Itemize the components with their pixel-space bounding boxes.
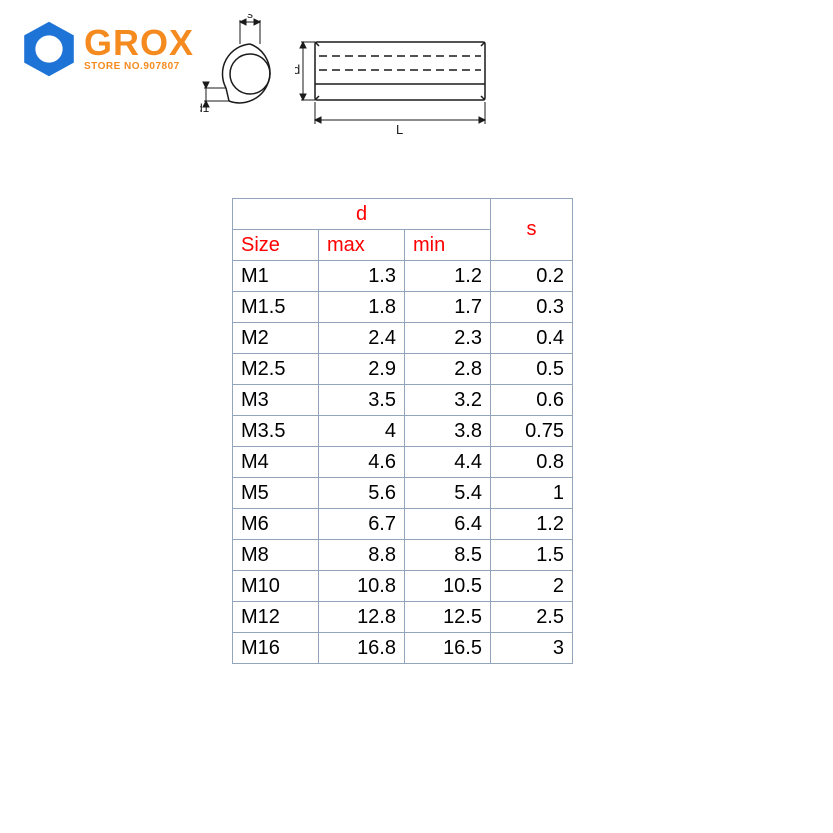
brand-subline: STORE NO.907807 [84,61,194,72]
cell-max: 1.8 [319,292,405,323]
cell-max: 3.5 [319,385,405,416]
table-row: M44.64.40.8 [233,447,573,478]
cell-min: 1.2 [405,261,491,292]
table-row: M33.53.20.6 [233,385,573,416]
header-max: max [319,230,405,261]
table-row: M1212.812.52.5 [233,602,573,633]
table-row: M1010.810.52 [233,571,573,602]
cell-min: 4.4 [405,447,491,478]
cell-max: 10.8 [319,571,405,602]
cell-s: 3 [491,633,573,664]
cell-s: 0.6 [491,385,573,416]
cell-s: 2 [491,571,573,602]
header-d: d [233,199,491,230]
cell-min: 2.8 [405,354,491,385]
table-body: M11.31.20.2M1.51.81.70.3M22.42.30.4M2.52… [233,261,573,664]
cell-min: 16.5 [405,633,491,664]
label-L: L [396,122,403,137]
cell-min: 5.4 [405,478,491,509]
cell-min: 6.4 [405,509,491,540]
cell-s: 2.5 [491,602,573,633]
cell-size: M3.5 [233,416,319,447]
brand-name: GROX [84,26,194,60]
header-size: Size [233,230,319,261]
cell-size: M10 [233,571,319,602]
table-row: M55.65.41 [233,478,573,509]
cell-max: 12.8 [319,602,405,633]
label-d: d [295,62,300,77]
cell-s: 0.8 [491,447,573,478]
cell-min: 2.3 [405,323,491,354]
table-header-row-1: d s [233,199,573,230]
table-row: M88.88.51.5 [233,540,573,571]
cell-s: 1.2 [491,509,573,540]
size-table: d s Size max min M11.31.20.2M1.51.81.70.… [232,198,573,664]
technical-diagram: s d1 [200,14,520,144]
cell-size: M1.5 [233,292,319,323]
cell-min: 8.5 [405,540,491,571]
brand-logo: GROX STORE NO.907807 [18,18,194,80]
cell-size: M6 [233,509,319,540]
cell-s: 0.5 [491,354,573,385]
header-min: min [405,230,491,261]
cell-max: 8.8 [319,540,405,571]
cell-s: 0.4 [491,323,573,354]
cell-s: 1 [491,478,573,509]
cell-max: 16.8 [319,633,405,664]
label-d1: d1 [200,101,210,115]
cell-size: M1 [233,261,319,292]
table-row: M1.51.81.70.3 [233,292,573,323]
cell-min: 10.5 [405,571,491,602]
cell-size: M16 [233,633,319,664]
cell-size: M5 [233,478,319,509]
cell-size: M8 [233,540,319,571]
hexagon-icon [18,18,80,80]
table-row: M3.543.80.75 [233,416,573,447]
cell-max: 2.9 [319,354,405,385]
cell-max: 1.3 [319,261,405,292]
cell-size: M2.5 [233,354,319,385]
table-row: M22.42.30.4 [233,323,573,354]
header-s: s [491,199,573,261]
cell-max: 4.6 [319,447,405,478]
cell-min: 12.5 [405,602,491,633]
cell-max: 2.4 [319,323,405,354]
cell-min: 1.7 [405,292,491,323]
table-row: M1616.816.53 [233,633,573,664]
cell-size: M3 [233,385,319,416]
cell-min: 3.2 [405,385,491,416]
label-s: s [247,14,253,21]
cell-s: 1.5 [491,540,573,571]
table-row: M11.31.20.2 [233,261,573,292]
side-view-icon: d L [295,24,515,144]
cell-max: 5.6 [319,478,405,509]
cell-max: 4 [319,416,405,447]
cross-section-icon: s d1 [200,14,300,144]
cell-min: 3.8 [405,416,491,447]
cell-s: 0.3 [491,292,573,323]
cell-s: 0.2 [491,261,573,292]
cell-size: M12 [233,602,319,633]
table-row: M2.52.92.80.5 [233,354,573,385]
cell-size: M4 [233,447,319,478]
table-row: M66.76.41.2 [233,509,573,540]
cell-size: M2 [233,323,319,354]
cell-max: 6.7 [319,509,405,540]
cell-s: 0.75 [491,416,573,447]
